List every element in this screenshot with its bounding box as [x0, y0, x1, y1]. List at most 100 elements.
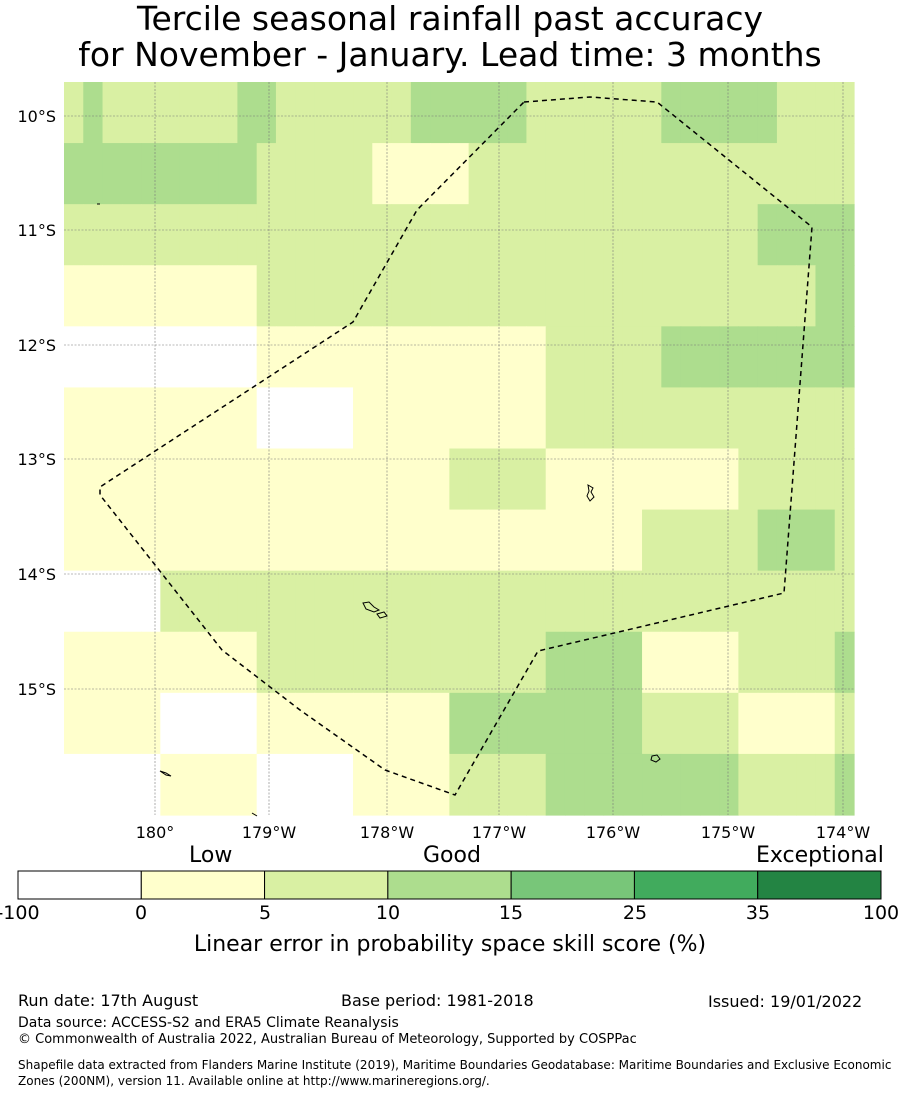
skill-cell: [372, 82, 393, 144]
skill-cell: [699, 265, 720, 327]
islands: [97, 203, 661, 817]
skill-cell: [719, 570, 739, 633]
skill-cell: [487, 143, 508, 205]
skill-cell: [391, 631, 412, 694]
skill-cell: [661, 82, 682, 144]
skill-cell: [487, 631, 508, 694]
skill-cell: [333, 265, 354, 327]
skill-cell: [121, 387, 142, 450]
skill-cell: [160, 82, 181, 144]
skill-cell: [64, 143, 84, 205]
skill-cell: [757, 143, 778, 205]
skill-cell: [198, 753, 219, 816]
skill-cell: [642, 692, 662, 755]
skill-cell: [796, 692, 817, 755]
latitude-label: 13°S: [17, 450, 56, 469]
skill-cell: [661, 326, 682, 389]
skill-cell: [102, 143, 123, 205]
skill-cell: [198, 387, 219, 450]
skill-cell: [507, 204, 528, 266]
skill-cell: [353, 753, 373, 816]
skill-cell: [719, 387, 739, 450]
skill-cell: [564, 387, 585, 450]
skill-cell: [796, 509, 817, 572]
skill-cell: [198, 509, 219, 572]
skill-cell: [719, 265, 739, 327]
skill-cell: [372, 753, 393, 816]
skill-cell: [776, 631, 797, 694]
longitude-label: 174°W: [816, 823, 871, 842]
skill-cell: [815, 326, 836, 389]
skill-cell: [661, 692, 682, 755]
skill-cell: [622, 326, 643, 389]
skill-cell: [564, 570, 585, 633]
colorbar-category-exceptional: Exceptional: [756, 843, 884, 868]
skill-cell: [64, 82, 84, 144]
skill-cell: [410, 631, 431, 694]
skill-cell: [218, 570, 239, 633]
skill-cell: [603, 143, 624, 205]
skill-cell: [526, 448, 547, 511]
skill-cell: [468, 753, 489, 816]
skill-cell: [815, 265, 836, 327]
skill-cell: [719, 692, 739, 755]
skill-cell: [564, 753, 585, 816]
skill-cell: [449, 143, 470, 205]
skill-cell: [603, 753, 624, 816]
skill-cell: [410, 326, 431, 389]
skill-cell: [545, 265, 566, 327]
skill-cell: [160, 265, 181, 327]
skill-cell: [198, 326, 219, 389]
skill-cell: [333, 82, 354, 144]
skill-cell: [430, 265, 450, 327]
skill-cell: [545, 509, 566, 572]
skill-cell: [507, 753, 528, 816]
skill-cell: [83, 265, 104, 327]
skill-cell: [179, 326, 200, 389]
skill-cell: [680, 448, 701, 511]
colorbar-tick-label: 15: [498, 902, 524, 924]
skill-cell: [256, 265, 277, 327]
skill-cell: [179, 692, 200, 755]
skill-cell: [642, 326, 662, 389]
longitude-label: 175°W: [701, 823, 756, 842]
colorbar-segment: [17, 870, 142, 900]
skill-cell: [757, 448, 778, 511]
colorbar-tick-label: 10: [375, 902, 401, 924]
skill-cell: [83, 631, 104, 694]
skill-cell: [449, 204, 470, 266]
skill-cell: [275, 509, 296, 572]
skill-cell: [603, 82, 624, 144]
skill-cell: [275, 448, 296, 511]
skill-cell: [815, 692, 836, 755]
skill-cell: [64, 692, 84, 755]
skill-cell: [776, 387, 797, 450]
skill-cell: [256, 509, 277, 572]
skill-cell: [372, 387, 393, 450]
skill-cell: [275, 82, 296, 144]
skill-cell: [410, 387, 431, 450]
skill-cell: [64, 570, 84, 633]
skill-cell: [237, 82, 258, 144]
skill-cell: [815, 570, 836, 633]
skill-cell: [410, 692, 431, 755]
skill-cell: [622, 692, 643, 755]
skill-cell: [796, 326, 817, 389]
skill-cell: [834, 143, 855, 205]
skill-cell: [468, 631, 489, 694]
skill-cell: [738, 692, 759, 755]
skill-cell: [545, 204, 566, 266]
skill-cell: [160, 448, 181, 511]
colorbar-segment: [510, 870, 635, 900]
latitude-label: 10°S: [17, 107, 56, 126]
skill-cell: [468, 143, 489, 205]
skill-cell: [64, 387, 84, 450]
colorbar: [17, 870, 882, 900]
skill-cell: [584, 265, 605, 327]
skill-cell: [218, 509, 239, 572]
skill-cell: [699, 82, 720, 144]
skill-cell: [603, 570, 624, 633]
skill-cell: [680, 387, 701, 450]
latitude-label: 11°S: [17, 221, 56, 240]
skill-cell: [237, 326, 258, 389]
